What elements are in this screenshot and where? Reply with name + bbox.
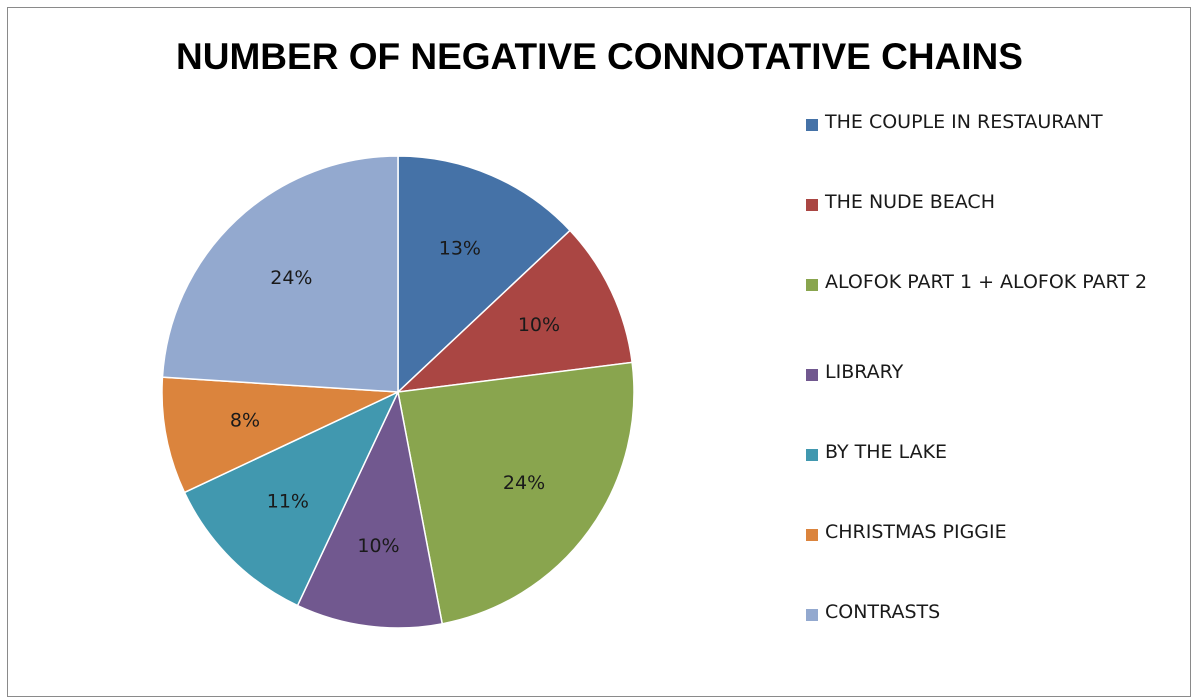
legend-item-alofok-part-1-alofok-part-2: ALOFOK PART 1 + ALOFOK PART 2 <box>806 271 1176 297</box>
legend-item-by-the-lake: BY THE LAKE <box>806 441 1176 467</box>
legend-label: LIBRARY <box>825 361 904 383</box>
legend-swatch <box>806 449 818 461</box>
legend-swatch <box>806 279 818 291</box>
pie-slice-contrasts <box>161 155 399 393</box>
slice-label-alofok-part-1-alofok-part-2: 24% <box>503 472 545 494</box>
legend-item-the-couple-in-restaurant: THE COUPLE IN RESTAURANT <box>806 111 1176 137</box>
chart-title: NUMBER OF NEGATIVE CONNOTATIVE CHAINS <box>176 36 1023 77</box>
legend-label: CONTRASTS <box>825 601 941 623</box>
slice-label-the-couple-in-restaurant: 13% <box>439 238 481 260</box>
legend-swatch <box>806 529 818 541</box>
slice-label-the-nude-beach: 10% <box>518 314 560 336</box>
legend-swatch <box>806 609 818 621</box>
pie-slice-the-couple-in-restaurant <box>397 155 572 394</box>
pie-slice-the-nude-beach <box>395 229 633 394</box>
legend-item-contrasts: CONTRASTS <box>806 601 1176 627</box>
slice-label-by-the-lake: 11% <box>267 491 309 513</box>
legend-label: BY THE LAKE <box>825 441 948 463</box>
legend-label: THE NUDE BEACH <box>825 191 995 213</box>
slice-label-library: 10% <box>357 535 399 557</box>
slice-label-christmas-piggie: 8% <box>230 410 260 432</box>
legend-label: CHRISTMAS PIGGIE <box>825 521 1007 543</box>
legend-label: ALOFOK PART 1 + ALOFOK PART 2 <box>825 271 1148 293</box>
legend-swatch <box>806 369 818 381</box>
legend-swatch <box>806 199 818 211</box>
pie-slice-alofok-part-1-alofok-part-2 <box>397 361 635 625</box>
legend-item-the-nude-beach: THE NUDE BEACH <box>806 191 1176 217</box>
pie-slice-library <box>296 389 444 629</box>
slice-label-contrasts: 24% <box>270 267 312 289</box>
pie-slice-by-the-lake <box>183 390 400 607</box>
legend-label: THE COUPLE IN RESTAURANT <box>825 111 1103 133</box>
pie-slice-christmas-piggie <box>161 376 399 494</box>
legend-swatch <box>806 119 818 131</box>
legend-item-library: LIBRARY <box>806 361 1176 387</box>
legend-item-christmas-piggie: CHRISTMAS PIGGIE <box>806 521 1176 547</box>
